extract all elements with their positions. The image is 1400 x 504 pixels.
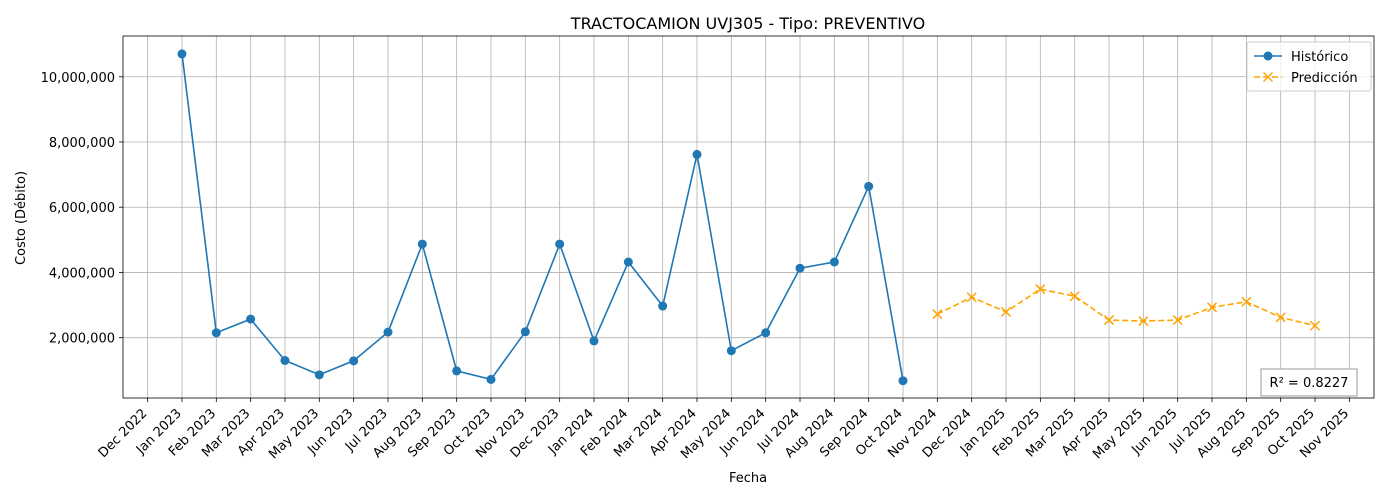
y-tick-label: 4,000,000 bbox=[49, 266, 115, 281]
prediccion-point bbox=[1206, 302, 1218, 313]
prediccion-point bbox=[1172, 315, 1183, 326]
y-axis-label: Costo (Débito) bbox=[14, 171, 29, 265]
legend: Histórico Predicción bbox=[1246, 41, 1372, 92]
r2-annotation: R² = 0.8227 bbox=[1260, 368, 1358, 397]
x-marker-stroke bbox=[1000, 306, 1012, 317]
y-tick-label: 2,000,000 bbox=[49, 332, 115, 347]
historico-point bbox=[555, 239, 565, 249]
historico-point bbox=[280, 355, 290, 365]
x-marker-stroke bbox=[1103, 315, 1115, 326]
legend-markers bbox=[1254, 51, 1282, 83]
legend-historico-marker bbox=[1263, 51, 1273, 61]
grid-layer bbox=[123, 36, 1374, 398]
y-tick-label: 10,000,000 bbox=[41, 71, 115, 86]
historico-line bbox=[181, 53, 904, 381]
y-tick-label: 8,000,000 bbox=[49, 136, 115, 151]
historico-point bbox=[486, 374, 496, 384]
prediccion-point bbox=[1275, 312, 1286, 323]
prediccion-point bbox=[1035, 284, 1046, 295]
x-marker-stroke bbox=[1309, 320, 1321, 331]
x-marker-stroke bbox=[1275, 312, 1286, 323]
prediccion-point bbox=[1103, 315, 1115, 326]
prediccion-point bbox=[1309, 320, 1321, 331]
prediccion-point bbox=[966, 292, 977, 303]
x-marker-stroke bbox=[1138, 316, 1149, 327]
historico-point bbox=[623, 257, 633, 267]
historico-point bbox=[177, 49, 187, 59]
prediccion-point bbox=[1138, 316, 1149, 327]
historico-point bbox=[452, 366, 462, 376]
historico-point bbox=[520, 327, 530, 337]
legend-box bbox=[1246, 41, 1372, 92]
historico-point bbox=[589, 336, 599, 346]
chart-title: TRACTOCAMION UVJ305 - Tipo: PREVENTIVO bbox=[570, 14, 925, 33]
x-marker-stroke bbox=[1035, 284, 1046, 295]
x-marker-stroke bbox=[1241, 296, 1252, 307]
r2-box bbox=[1260, 368, 1358, 397]
prediccion-line bbox=[936, 288, 1316, 327]
historico-point bbox=[726, 346, 736, 356]
historico-point bbox=[761, 328, 771, 338]
x-marker-stroke bbox=[1069, 291, 1080, 302]
legend-prediccion-marker bbox=[1262, 71, 1274, 83]
x-axis-label: Fecha bbox=[729, 471, 767, 486]
historico-point bbox=[383, 327, 393, 337]
x-marker-stroke bbox=[966, 292, 977, 303]
series-layer bbox=[177, 49, 1321, 386]
historico-point bbox=[349, 356, 359, 366]
prediccion-point bbox=[1069, 291, 1080, 302]
x-marker-stroke bbox=[1172, 315, 1183, 326]
y-tick-label: 6,000,000 bbox=[49, 201, 115, 216]
historico-point bbox=[246, 314, 256, 324]
historico-point bbox=[692, 149, 702, 159]
x-marker-stroke bbox=[1262, 71, 1274, 83]
prediccion-point bbox=[1000, 306, 1012, 317]
legend-label-prediccion: Predicción bbox=[1291, 71, 1358, 86]
legend-label-historico: Histórico bbox=[1291, 50, 1348, 65]
historico-point bbox=[314, 370, 324, 380]
plot-frame bbox=[122, 35, 1375, 399]
historico-point bbox=[211, 328, 221, 338]
x-marker-stroke bbox=[1206, 302, 1218, 313]
historico-point bbox=[898, 376, 908, 386]
historico-point bbox=[795, 263, 805, 273]
historico-point bbox=[864, 181, 874, 191]
r2-text: R² = 0.8227 bbox=[1270, 376, 1349, 391]
prediccion-point bbox=[1241, 296, 1252, 307]
prediccion-point bbox=[932, 309, 943, 320]
historico-point bbox=[829, 257, 839, 267]
historico-point bbox=[658, 301, 668, 311]
x-marker-stroke bbox=[932, 309, 943, 320]
historico-point bbox=[417, 239, 427, 249]
